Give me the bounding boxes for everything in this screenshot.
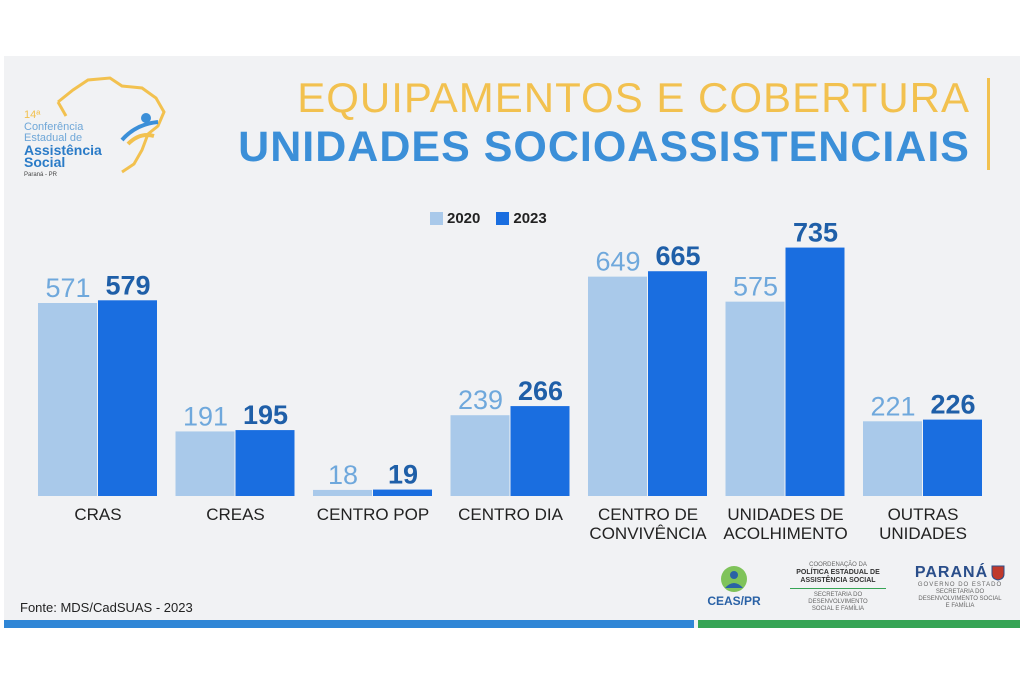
legend-swatch-2020	[430, 212, 443, 225]
bar-chart: 571 579 CRAS 191 195 CREAS 18 19 CENTRO POP 239 26…	[38, 218, 982, 543]
bar-centro-de-convivencia-2023	[648, 271, 707, 496]
parana-subtitle: GOVERNO DO ESTADO	[917, 582, 1003, 588]
category-label-creas-1: CREAS	[206, 505, 265, 524]
coord-line2: POLÍTICA ESTADUAL DE	[796, 569, 880, 576]
category-label-centro-de-convivencia-1: CENTRO DE	[598, 505, 698, 524]
legend-swatch-2023	[496, 212, 510, 225]
infographic-slide: 14ª Conferência Estadual de Assistência …	[4, 56, 1020, 628]
category-label-cras-1: CRAS	[74, 505, 121, 524]
logo-line1: Conferência	[24, 121, 84, 133]
bar-cras-2020	[38, 303, 97, 496]
chart-legend: 2020 2023	[430, 210, 547, 227]
ceas-name: CEAS/PR	[707, 594, 761, 608]
parana-government-logo: PARANÁ GOVERNO DO ESTADO SECRETARIA DO D…	[908, 564, 1012, 610]
coordination-logo: COORDENAÇÃO DA POLÍTICA ESTADUAL DE ASSI…	[786, 562, 890, 613]
coord-line4: SECRETARIA DO DESENVOLVIMENTO	[808, 592, 868, 605]
value-label-creas-2020: 191	[183, 401, 228, 431]
logo-line2: Estadual de	[24, 132, 83, 144]
legend-label-2023: 2023	[513, 210, 547, 227]
logo-edition: 14ª	[24, 109, 41, 121]
bar-centro-dia-2020	[450, 415, 510, 496]
logo-line3: Assistência	[24, 142, 102, 158]
value-label-unidades-de-acolhimento-2023: 735	[793, 218, 838, 248]
value-label-outras-unidades-2023: 226	[930, 390, 975, 420]
category-label-outras-unidades-2: UNIDADES	[879, 524, 967, 543]
value-label-centro-pop-2023: 19	[388, 460, 418, 490]
ceas-emblem-icon	[721, 566, 747, 592]
source-note: Fonte: MDS/CadSUAS - 2023	[20, 600, 193, 615]
parana-shield-icon	[991, 565, 1005, 581]
value-label-creas-2023: 195	[243, 400, 288, 430]
category-label-unidades-de-acolhimento-1: UNIDADES DE	[727, 505, 843, 524]
bar-centro-de-convivencia-2020	[588, 276, 647, 496]
legend-label-2020: 2020	[447, 210, 481, 227]
bar-cras-2023	[98, 300, 157, 496]
value-label-centro-pop-2020: 18	[328, 460, 358, 490]
category-label-unidades-de-acolhimento-2: ACOLHIMENTO	[723, 524, 847, 543]
value-label-unidades-de-acolhimento-2020: 575	[733, 272, 778, 302]
value-label-centro-de-convivencia-2020: 649	[595, 247, 640, 277]
parana-name: PARANÁ	[914, 564, 989, 581]
bar-centro-pop-2023	[373, 489, 432, 496]
parana-sec1: SECRETARIA DO	[935, 589, 985, 595]
value-label-cras-2023: 579	[105, 270, 150, 300]
value-label-outras-unidades-2020: 221	[870, 391, 915, 421]
bar-unidades-de-acolhimento-2020	[725, 301, 785, 496]
title-top: EQUIPAMENTOS E COBERTURA	[297, 74, 970, 121]
parana-sec2: DESENVOLVIMENTO SOCIAL	[918, 596, 1002, 602]
category-label-centro-de-convivencia-2: CONVIVÊNCIA	[589, 524, 707, 543]
bottom-stripe-green	[698, 620, 1020, 628]
bar-creas-2023	[235, 430, 295, 496]
bar-centro-dia-2023	[510, 406, 570, 496]
logo-line4: Social	[24, 154, 66, 170]
value-label-centro-dia-2020: 239	[458, 385, 503, 415]
bar-centro-pop-2020	[313, 489, 372, 496]
ceas-logo: CEAS/PR	[698, 564, 770, 612]
brazil-map-logo-icon	[56, 76, 166, 174]
bar-creas-2020	[175, 431, 235, 496]
value-label-centro-dia-2023: 266	[518, 376, 563, 406]
parana-sec3: E FAMÍLIA	[945, 603, 975, 609]
logo-place: Paraná - PR	[24, 172, 58, 178]
bar-unidades-de-acolhimento-2023	[785, 247, 845, 496]
bottom-stripe-blue	[4, 620, 694, 628]
category-label-centro-pop-1: CENTRO POP	[317, 505, 429, 524]
coord-divider	[790, 588, 886, 589]
coord-line1: COORDENAÇÃO DA	[809, 562, 867, 568]
bar-outras-unidades-2020	[863, 421, 922, 496]
category-label-centro-dia-1: CENTRO DIA	[458, 505, 564, 524]
coord-line3: ASSISTÊNCIA SOCIAL	[800, 577, 876, 584]
title-divider	[987, 78, 990, 170]
bar-outras-unidades-2023	[923, 419, 982, 496]
value-label-cras-2020: 571	[45, 273, 90, 303]
value-label-centro-de-convivencia-2023: 665	[655, 241, 700, 271]
conference-logo: 14ª Conferência Estadual de Assistência …	[18, 72, 178, 182]
category-label-outras-unidades-1: OUTRAS	[888, 505, 959, 524]
coord-line5: SOCIAL E FAMÍLIA	[811, 606, 865, 612]
page-title: UNIDADES SOCIOASSISTENCIAIS	[238, 123, 970, 171]
